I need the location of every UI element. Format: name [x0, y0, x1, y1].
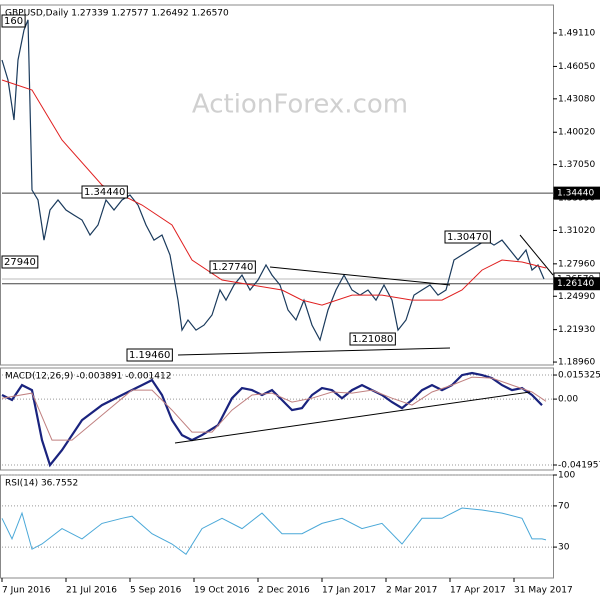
price-label: 1.34440 [557, 189, 594, 199]
y-tick-label: 1.18960 [558, 358, 595, 368]
series-line [1, 376, 547, 441]
y-tick-label: 1.46050 [558, 62, 595, 72]
x-tick-label: 7 Jun 2016 [2, 586, 51, 596]
trend-line [269, 266, 451, 286]
price-label-box [553, 277, 600, 291]
annotation-box [444, 230, 491, 244]
x-tick-label: 19 Oct 2016 [194, 586, 250, 596]
annotation-box [209, 260, 256, 274]
y-tick-label: -0.041957 [558, 461, 600, 471]
y-tick-label: 1.43080 [558, 94, 595, 104]
panel-frame [0, 474, 554, 579]
annotation-box [126, 348, 173, 362]
y-tick-label: 100 [558, 471, 575, 481]
y-tick-label: 1.37050 [558, 160, 595, 170]
annotation: 1.21080 [352, 334, 393, 345]
x-tick-label: 5 Sep 2016 [130, 586, 182, 596]
x-tick-label: 2 Mar 2017 [386, 586, 437, 596]
trend-line [177, 347, 451, 356]
x-tick-label: 17 Jan 2017 [322, 586, 376, 596]
y-tick-label: 70 [558, 501, 570, 511]
price-label: 1.26140 [557, 279, 594, 289]
annotation-box [81, 185, 128, 199]
annotation-box [349, 332, 396, 346]
y-tick-label: 1.21930 [558, 325, 595, 335]
series-line [1, 19, 545, 342]
y-tick-label: 1.24990 [558, 292, 595, 302]
y-tick-label: 0.00 [558, 395, 578, 405]
y-tick-label: 1.49110 [558, 29, 595, 39]
annotation: 1.27740 [212, 262, 253, 273]
panel-title: RSI(14) 36.7552 [5, 479, 78, 489]
series-line [1, 371, 543, 468]
x-tick-label: 2 Dec 2016 [258, 586, 310, 596]
y-tick-label: 30 [558, 543, 570, 553]
trend-line [174, 391, 531, 444]
annotation: 27940 [4, 257, 36, 268]
annotation: 1.34440 [84, 187, 125, 198]
x-tick-label: 31 May 2017 [514, 586, 573, 596]
panel-title: GBPUSD,Daily 1.27339 1.27577 1.26492 1.2… [5, 9, 229, 19]
annotation: 1.19460 [129, 350, 170, 361]
panel-frame [0, 367, 554, 471]
y-tick-label: 0.015325 [558, 371, 600, 381]
x-tick-label: 17 Apr 2017 [450, 586, 506, 596]
annotation-box [1, 255, 39, 269]
annotation: 1.30470 [447, 232, 488, 243]
annotation-box [1, 14, 26, 28]
panel-title: MACD(12,26,9) -0.003891 -0.001412 [5, 372, 171, 382]
trend-line [519, 234, 554, 276]
series-line [1, 507, 547, 556]
x-tick-label: 21 Jul 2016 [66, 586, 117, 596]
watermark: ActionForex.com [192, 90, 408, 120]
annotation: 160 [4, 16, 23, 27]
y-tick-label: 1.27960 [558, 259, 595, 269]
price-label-box [553, 186, 600, 200]
panel-frame [0, 4, 554, 366]
y-tick-label: 1.31020 [558, 226, 595, 236]
y-tick-label: 1.40020 [558, 128, 595, 138]
